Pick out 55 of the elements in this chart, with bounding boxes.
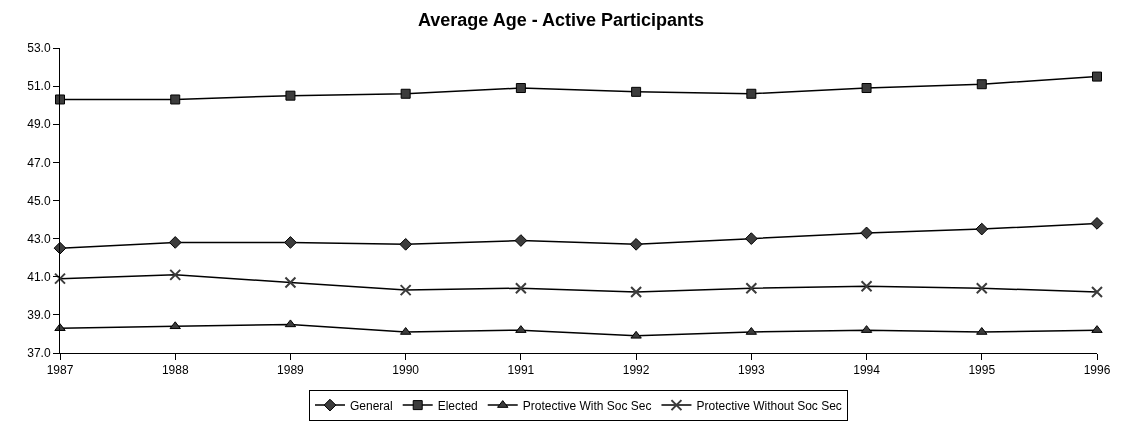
point: [860, 226, 873, 240]
x-tick-label: 1989: [277, 363, 305, 378]
point: [976, 79, 987, 90]
y-tick-label: 45.0: [27, 193, 51, 208]
point: [860, 280, 873, 293]
point: [399, 237, 413, 251]
point: [629, 237, 643, 251]
point: [746, 88, 757, 99]
point: [1091, 286, 1103, 298]
y-tick-label: 41.0: [27, 269, 51, 284]
point: [514, 282, 527, 295]
x-tick-label: 1994: [853, 363, 881, 378]
point: [54, 272, 66, 285]
x-tick-label: 1995: [968, 363, 996, 378]
point: [399, 284, 412, 297]
x-tick-label: 1987: [46, 363, 74, 378]
y-tick-label: 37.0: [27, 346, 51, 361]
point: [514, 234, 528, 247]
x-tick-label: 1996: [1083, 363, 1111, 378]
x-tick-label: 1992: [622, 363, 650, 378]
legend-label: General: [350, 398, 393, 413]
y-tick-label: 47.0: [27, 155, 51, 170]
point: [1090, 217, 1104, 230]
point: [745, 282, 758, 295]
point: [170, 94, 181, 105]
point: [285, 90, 296, 101]
legend-label: Elected: [437, 398, 478, 413]
point: [975, 222, 989, 236]
point: [284, 236, 297, 249]
x-tick-label: 1988: [161, 363, 189, 378]
y-tick-label: 51.0: [27, 79, 51, 94]
point: [1092, 71, 1102, 82]
point: [515, 83, 526, 94]
y-tick-label: 53.0: [27, 41, 51, 56]
point: [55, 94, 65, 105]
point: [861, 83, 872, 94]
y-tick-label: 49.0: [27, 117, 51, 132]
x-tick-label: 1990: [392, 363, 420, 378]
point: [284, 276, 297, 289]
chart-title: Average Age - Active Participants: [417, 9, 705, 30]
x-tick-label: 1993: [737, 363, 765, 378]
point: [744, 232, 758, 245]
point: [168, 236, 182, 249]
point: [400, 88, 411, 99]
y-tick-label: 43.0: [27, 231, 51, 246]
legend-label: Protective Without Soc Sec: [696, 398, 842, 413]
point: [975, 282, 988, 295]
legend-label: Protective With Soc Sec: [522, 398, 652, 413]
point: [631, 86, 642, 97]
y-tick-label: 39.0: [27, 308, 51, 323]
point: [169, 268, 182, 281]
x-tick-label: 1991: [507, 363, 535, 378]
point: [169, 321, 181, 330]
point: [630, 286, 643, 298]
point: [630, 330, 642, 339]
